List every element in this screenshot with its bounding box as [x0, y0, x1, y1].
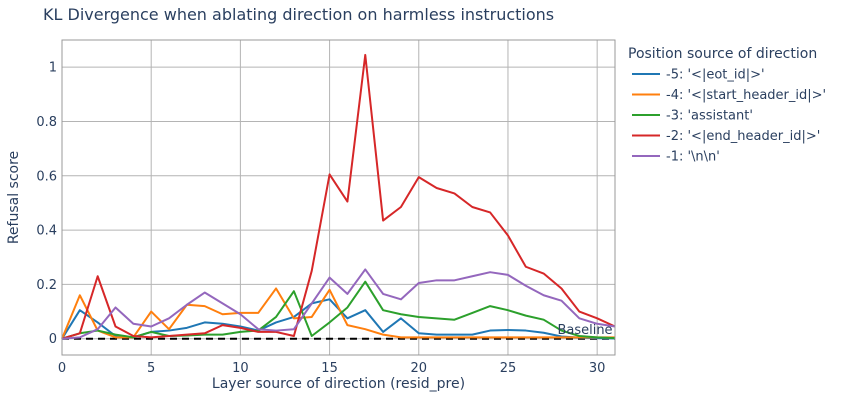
- y-tick-label: 0.6: [36, 169, 57, 184]
- legend-item[interactable]: -1: '\n\n': [632, 150, 720, 165]
- y-tick-label: 0.8: [36, 115, 57, 130]
- chart-title: KL Divergence when ablating direction on…: [43, 5, 554, 24]
- series-line-5: [61, 268, 616, 340]
- series-line-2: [61, 287, 615, 340]
- legend-item[interactable]: -5: '<|eot_id|>': [632, 68, 765, 83]
- x-tick-label: 25: [500, 361, 517, 376]
- y-tick-label: 0: [49, 332, 57, 347]
- x-tick-labels: 0 5 10 15 20 25 30: [58, 361, 606, 376]
- series-lines: [61, 53, 616, 340]
- y-tick-label: 1: [49, 61, 57, 76]
- y-tick-labels: 0 0.2 0.4 0.6 0.8 1: [36, 61, 57, 348]
- legend-label: -3: 'assistant': [666, 109, 753, 124]
- x-tick-label: 10: [232, 361, 249, 376]
- series-line-3: [61, 280, 616, 340]
- x-axis-title: Layer source of direction (resid_pre): [212, 376, 465, 392]
- x-tick-label: 0: [58, 361, 66, 376]
- x-tick-label: 20: [411, 361, 428, 376]
- legend-item[interactable]: -3: 'assistant': [632, 109, 753, 124]
- legend-item[interactable]: -4: '<|start_header_id|>': [632, 88, 826, 103]
- legend-label: -4: '<|start_header_id|>': [666, 88, 826, 103]
- y-tick-label: 0.2: [36, 278, 57, 293]
- x-tick-label: 30: [589, 361, 606, 376]
- series-line-4: [61, 53, 616, 340]
- x-tick-label: 15: [321, 361, 338, 376]
- baseline-label: Baseline: [557, 323, 612, 338]
- legend: Position source of direction -5: '<|eot_…: [628, 46, 826, 165]
- y-axis-title: Refusal score: [6, 151, 22, 244]
- grid: [61, 40, 615, 355]
- legend-label: -2: '<|end_header_id|>': [666, 129, 820, 144]
- legend-label: -1: '\n\n': [666, 150, 720, 165]
- legend-label: -5: '<|eot_id|>': [666, 68, 765, 83]
- legend-item[interactable]: -2: '<|end_header_id|>': [632, 129, 820, 144]
- y-tick-label: 0.4: [36, 224, 57, 239]
- plot-frame: [61, 39, 616, 356]
- x-tick-label: 5: [147, 361, 155, 376]
- legend-title: Position source of direction: [628, 46, 817, 62]
